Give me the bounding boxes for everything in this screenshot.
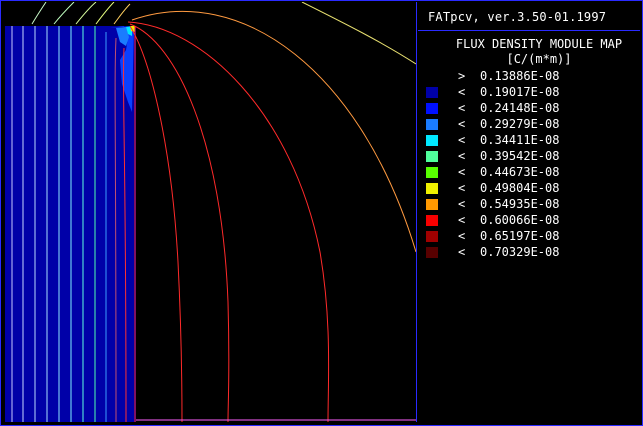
- legend-value: 0.29279E-08: [480, 117, 560, 131]
- legend-swatch: [426, 134, 438, 146]
- legend-swatch: [426, 214, 438, 226]
- legend-operator: <: [458, 117, 466, 131]
- legend-swatch: [426, 86, 438, 98]
- legend-row: <0.60066E-08: [426, 212, 636, 228]
- legend-row: <0.49804E-08: [426, 180, 636, 196]
- contour-line: [131, 10, 416, 253]
- legend-row: <0.34411E-08: [426, 132, 636, 148]
- legend-row: <0.54935E-08: [426, 196, 636, 212]
- legend-value: 0.60066E-08: [480, 213, 560, 227]
- legend-swatch: [426, 230, 438, 242]
- contour-line: [129, 23, 230, 422]
- legend-row: <0.65197E-08: [426, 228, 636, 244]
- legend-operator: <: [458, 133, 466, 147]
- legend-swatch: [426, 71, 438, 82]
- legend-title: FLUX DENSITY MODULE MAP: [455, 37, 623, 51]
- contour-line: [31, 2, 47, 25]
- legend-operator: <: [458, 197, 466, 211]
- legend-operator: <: [458, 101, 466, 115]
- legend-row: <0.70329E-08: [426, 244, 636, 260]
- legend-panel: FATpcv, ver.3.50-01.1997 FLUX DENSITY MO…: [418, 2, 640, 422]
- legend-operator: <: [458, 149, 466, 163]
- flux-density-plot[interactable]: [2, 2, 417, 422]
- legend-value: 0.70329E-08: [480, 245, 560, 259]
- contour-line: [301, 2, 416, 65]
- legend-operator: <: [458, 245, 466, 259]
- corner-region-blue: [110, 26, 134, 112]
- corner-region-lightblue: [116, 27, 129, 46]
- legend-value: 0.19017E-08: [480, 85, 560, 99]
- legend-swatch: [426, 102, 438, 114]
- flux-field-svg: [5, 2, 416, 422]
- contour-line: [129, 25, 183, 422]
- legend-value: 0.39542E-08: [480, 149, 560, 163]
- legend-value: 0.34411E-08: [480, 133, 560, 147]
- legend-operator: <: [458, 181, 466, 195]
- legend-row: >0.13886E-08: [426, 68, 636, 84]
- version-label: FATpcv, ver.3.50-01.1997: [428, 10, 607, 24]
- legend-list: >0.13886E-08 <0.19017E-08 <0.24148E-08 <0.2…: [426, 68, 636, 260]
- contour-line: [95, 2, 115, 25]
- legend-swatch: [426, 118, 438, 130]
- legend-value: 0.13886E-08: [480, 69, 560, 83]
- legend-row: <0.39542E-08: [426, 148, 636, 164]
- legend-row: <0.19017E-08: [426, 84, 636, 100]
- legend-swatch: [426, 182, 438, 194]
- header-separator: [418, 30, 640, 31]
- legend-operator: >: [458, 69, 466, 83]
- contour-line: [113, 3, 131, 25]
- legend-operator: <: [458, 85, 466, 99]
- legend-swatch: [426, 166, 438, 178]
- contour-line: [114, 37, 117, 422]
- contour-line: [75, 2, 97, 25]
- legend-swatch: [426, 150, 438, 162]
- legend-operator: <: [458, 213, 466, 227]
- legend-operator: <: [458, 165, 466, 179]
- legend-value: 0.65197E-08: [480, 229, 560, 243]
- contour-line: [127, 21, 330, 422]
- legend-value: 0.49804E-08: [480, 181, 560, 195]
- legend-operator: <: [458, 229, 466, 243]
- legend-value: 0.54935E-08: [480, 197, 560, 211]
- contour-line: [122, 47, 127, 422]
- legend-units: [C/(m*m)]: [506, 52, 572, 66]
- legend-row: <0.29279E-08: [426, 116, 636, 132]
- legend-swatch: [426, 198, 438, 210]
- legend-row: <0.44673E-08: [426, 164, 636, 180]
- legend-value: 0.44673E-08: [480, 165, 560, 179]
- legend-value: 0.24148E-08: [480, 101, 560, 115]
- contour-line: [53, 2, 75, 25]
- legend-swatch: [426, 246, 438, 258]
- legend-row: <0.24148E-08: [426, 100, 636, 116]
